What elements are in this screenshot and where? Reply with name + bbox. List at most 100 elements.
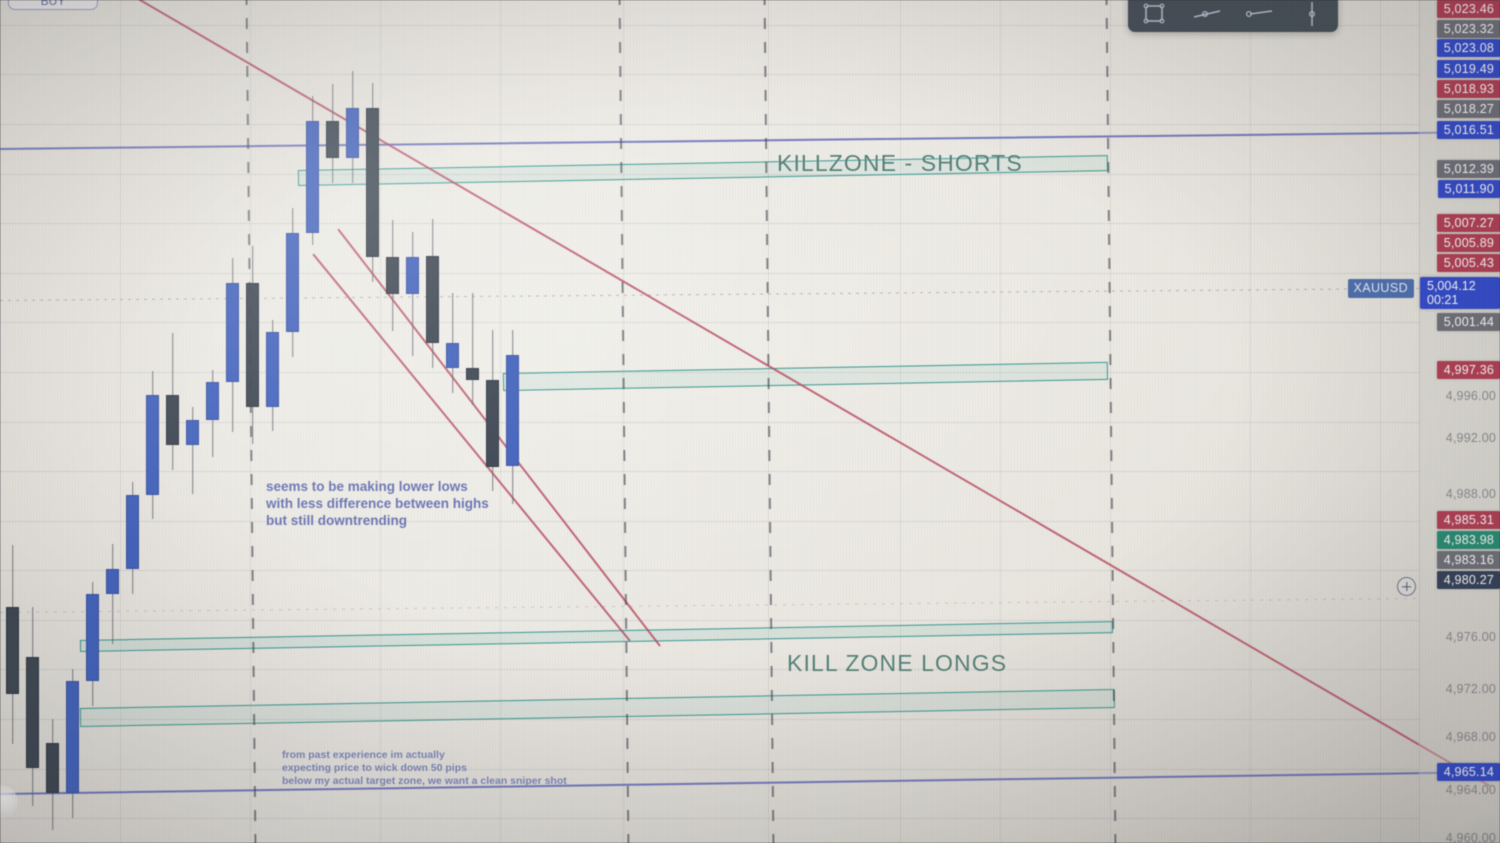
candle[interactable]	[166, 333, 179, 470]
price-level-tag[interactable]: 5,012.39	[1436, 160, 1500, 178]
grid-line-vertical	[0, 0, 1, 843]
candle-body-down	[486, 379, 499, 467]
grid-line-horizontal	[0, 818, 1420, 820]
candle-wick	[411, 231, 414, 356]
candle[interactable]	[366, 83, 379, 282]
candle-body-down	[166, 395, 179, 445]
price-axis[interactable]: 4,996.00 4,992.00 4,988.00 4,976.00 4,972.00…	[1419, 0, 1500, 843]
grid-line-horizontal	[0, 520, 1420, 522]
candle[interactable]	[6, 545, 19, 744]
price-level-tag[interactable]: 5,001.44	[1436, 313, 1500, 331]
candle[interactable]	[186, 407, 199, 495]
grid-line-horizontal	[0, 719, 1420, 720]
candle[interactable]	[226, 258, 239, 432]
candle[interactable]	[306, 96, 319, 246]
price-level-tag[interactable]: 5,018.27	[1436, 100, 1500, 118]
price-level-tag[interactable]: 5,011.90	[1437, 180, 1500, 198]
candle[interactable]	[26, 607, 39, 806]
symbol-chip[interactable]: XAUUSD	[1347, 279, 1414, 298]
candle[interactable]	[86, 581, 99, 706]
price-level-tag[interactable]: 5,016.51	[1436, 121, 1500, 139]
price-tick: 4,988.00	[1445, 487, 1496, 501]
price-level-tag[interactable]: 5,005.89	[1436, 234, 1500, 252]
price-level-tag[interactable]: 5,023.08	[1436, 39, 1500, 57]
candle[interactable]	[346, 71, 359, 183]
candle-body-down	[46, 743, 59, 793]
candle[interactable]	[206, 369, 219, 457]
candle[interactable]	[486, 330, 499, 492]
candle-body-down	[6, 607, 19, 695]
ray-tool-icon[interactable]	[1242, 0, 1276, 28]
grid-line-vertical	[1000, 0, 1001, 843]
order-chip[interactable]: BUY	[8, 0, 98, 10]
price-tick: 4,964.00	[1445, 783, 1496, 797]
price-level-tag[interactable]: 5,005.43	[1436, 254, 1500, 272]
trend-line-tool-icon[interactable]	[1190, 0, 1224, 28]
price-level-tag[interactable]: 4,980.27	[1436, 571, 1500, 589]
price-level-tag[interactable]: 4,997.36	[1436, 361, 1500, 379]
candle[interactable]	[446, 293, 459, 393]
price-level-tag[interactable]: 5,023.46	[1436, 0, 1500, 18]
candle[interactable]	[406, 231, 419, 356]
candle-body-down	[426, 256, 439, 344]
candle[interactable]	[66, 668, 79, 818]
candle[interactable]	[426, 219, 439, 368]
price-level-tag[interactable]: 4,983.16	[1436, 551, 1500, 569]
price-level-tag[interactable]: 4,985.31	[1436, 511, 1500, 529]
note-sniper-shot: from past experience im actually expecti…	[282, 749, 567, 787]
candle[interactable]	[386, 219, 399, 332]
current-price-tag: 5,004.12 00:21	[1420, 277, 1500, 309]
price-level-tag[interactable]: 5,007.27	[1436, 214, 1500, 232]
candle[interactable]	[286, 208, 299, 357]
add-alert-icon[interactable]	[1397, 577, 1416, 596]
candle[interactable]	[506, 329, 519, 504]
price-tick: 4,972.00	[1445, 682, 1496, 696]
price-level-tag[interactable]: 4,965.14	[1436, 763, 1500, 781]
grid-line-horizontal	[0, 471, 1420, 473]
grid-line-horizontal	[0, 24, 1420, 26]
candle-body-down	[326, 120, 339, 159]
candle-wick	[471, 293, 474, 405]
price-level-tag[interactable]: 5,019.49	[1436, 60, 1500, 78]
grid-line-horizontal	[0, 421, 1420, 423]
candle-wick	[111, 544, 114, 644]
grid-line-vertical	[120, 0, 121, 843]
price-level-tag[interactable]: 5,018.93	[1436, 80, 1500, 98]
bar-countdown: 00:21	[1427, 293, 1459, 307]
candle-body-down	[466, 367, 479, 380]
price-tick: 4,960.00	[1445, 831, 1496, 843]
candle-body-up	[66, 681, 79, 793]
grid-line-vertical	[900, 0, 901, 843]
grid-line-horizontal	[0, 570, 1420, 572]
candle[interactable]	[146, 370, 159, 520]
grid-line-vertical	[1250, 0, 1251, 843]
candle-body-down	[366, 108, 379, 257]
grid-line-horizontal	[0, 669, 1420, 671]
candle-body-up	[286, 232, 299, 333]
price-tick: 4,968.00	[1445, 730, 1496, 744]
vertical-line-tool-icon[interactable]	[1295, 0, 1329, 28]
drawing-toolbar[interactable]	[1128, 0, 1338, 32]
lens-flare	[0, 785, 18, 819]
candle-body-up	[446, 342, 459, 368]
candle-body-up	[266, 332, 279, 407]
price-level-tag[interactable]: 4,983.98	[1436, 531, 1500, 549]
candle[interactable]	[326, 83, 339, 183]
candle-body-up	[186, 419, 199, 445]
candle[interactable]	[466, 293, 479, 405]
candle[interactable]	[106, 544, 119, 644]
zone-label: KILLZONE - SHORTS	[777, 150, 1023, 176]
candle-body-up	[306, 121, 319, 233]
candle[interactable]	[46, 718, 59, 831]
rectangle-tool-icon[interactable]	[1137, 0, 1171, 28]
price-level-tag[interactable]: 5,023.32	[1436, 20, 1500, 38]
grid-line-horizontal	[0, 619, 1420, 621]
price-tick: 4,976.00	[1445, 630, 1496, 644]
candle-body-up	[226, 283, 239, 383]
candle[interactable]	[126, 482, 139, 594]
candle[interactable]	[266, 319, 279, 432]
candle-body-down	[26, 656, 39, 769]
grid-line-horizontal	[0, 223, 1420, 225]
candle-body-up	[506, 354, 519, 467]
